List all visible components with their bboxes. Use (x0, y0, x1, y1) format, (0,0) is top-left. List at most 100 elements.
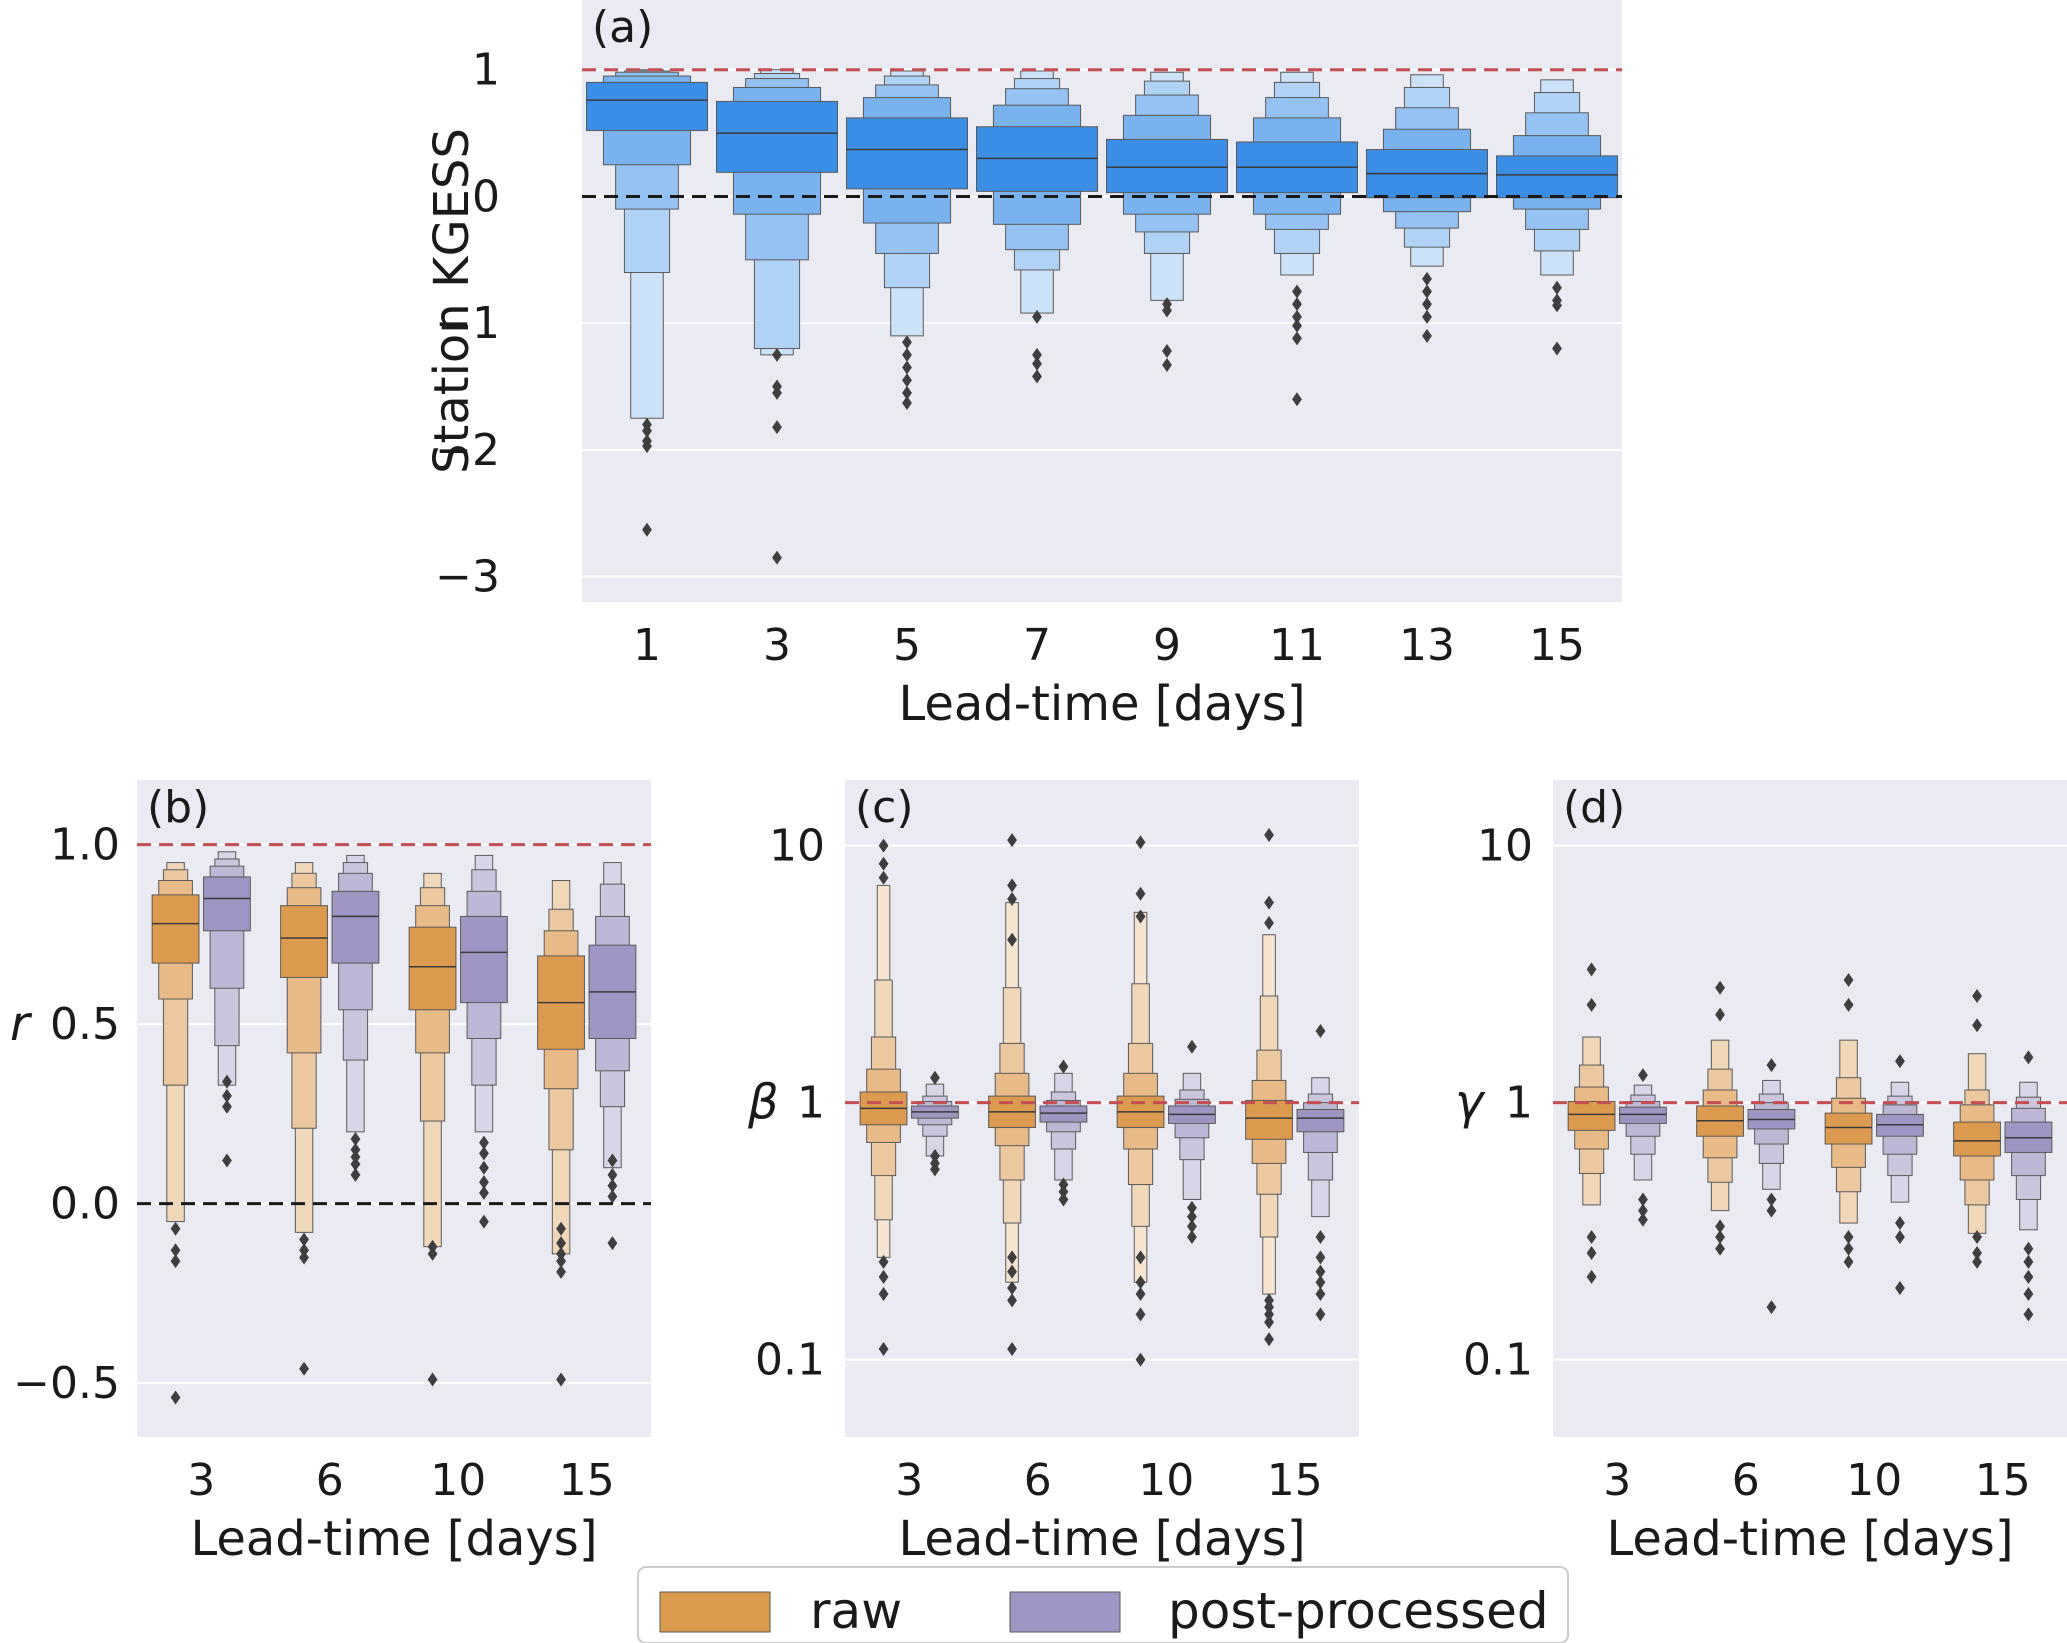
x-axis-label: Lead-time [days] (898, 1511, 1305, 1567)
outlier-point (1007, 878, 1017, 893)
outlier-point (1292, 284, 1302, 299)
outlier-point (479, 1175, 489, 1190)
x-tick-label: 1 (633, 620, 661, 671)
outlier-point (1264, 827, 1274, 842)
outlier-point (1586, 1245, 1597, 1260)
outlier-point (1715, 980, 1725, 995)
outlier-point (222, 1088, 232, 1103)
outlier-point (479, 1185, 489, 1200)
outlier-point (2023, 1269, 2034, 1284)
x-tick-label: 10 (1138, 1455, 1194, 1506)
outlier-point (1552, 341, 1562, 356)
outlier-point (1292, 297, 1302, 312)
boxen-box (716, 100, 838, 173)
outlier-point (1766, 1058, 1777, 1073)
outlier-point (1843, 1230, 1854, 1245)
outlier-point (1895, 1230, 1905, 1245)
x-tick-label: 3 (895, 1455, 923, 1506)
outlier-point (1007, 1280, 1017, 1295)
outlier-point (607, 1167, 618, 1182)
x-tick-label: 10 (430, 1455, 486, 1506)
y-tick-label: 1 (1505, 1078, 1533, 1129)
outlier-point (1135, 909, 1146, 924)
outlier-point (1135, 1250, 1146, 1265)
outlier-point (1586, 1269, 1597, 1284)
outlier-point (222, 1153, 232, 1168)
outlier-point (1972, 1230, 1982, 1245)
x-tick-label: 3 (763, 620, 791, 671)
outlier-point (556, 1264, 566, 1279)
x-tick-label: 13 (1399, 620, 1455, 671)
outlier-point (772, 347, 782, 362)
y-tick-label: 0.5 (50, 999, 120, 1050)
outlier-point (299, 1232, 309, 1247)
outlier-point (222, 1099, 232, 1114)
boxen-box (1106, 138, 1228, 194)
outlier-point (1007, 891, 1017, 906)
outlier-point (1135, 1287, 1146, 1302)
outlier-point (1007, 1293, 1017, 1308)
outlier-point (878, 870, 889, 885)
outlier-point (930, 1156, 940, 1171)
outlier-point (1032, 356, 1042, 371)
outlier-point (878, 1287, 889, 1302)
boxen-box (331, 890, 380, 964)
outlier-point (1552, 298, 1562, 313)
outlier-point (1315, 1264, 1326, 1279)
outlier-point (2023, 1254, 2034, 1269)
outlier-point (1315, 1230, 1326, 1245)
outlier-point (607, 1153, 618, 1168)
outlier-point (642, 522, 652, 537)
y-tick-label: −3 (435, 552, 500, 603)
outlier-point (1007, 1341, 1017, 1356)
outlier-point (878, 856, 889, 871)
outlier-point (1895, 1216, 1905, 1231)
outlier-point (1586, 1230, 1597, 1245)
outlier-point (170, 1221, 181, 1236)
outlier-point (1843, 1241, 1854, 1256)
outlier-point (1264, 1332, 1274, 1347)
outlier-point (1135, 1352, 1146, 1367)
outlier-point (607, 1189, 618, 1204)
x-tick-label: 11 (1269, 620, 1325, 671)
outlier-point (479, 1146, 489, 1161)
outlier-point (2023, 1307, 2034, 1322)
outlier-point (427, 1239, 438, 1254)
outlier-point (556, 1236, 566, 1251)
outlier-point (350, 1132, 361, 1147)
outlier-point (350, 1149, 361, 1164)
outlier-point (1007, 1250, 1017, 1265)
panel-label: (a) (592, 2, 653, 53)
legend-swatch (659, 1591, 771, 1633)
outlier-point (1972, 1018, 1982, 1033)
outlier-point (1135, 835, 1146, 850)
y-axis-label: Station KGESS (424, 128, 480, 474)
outlier-point (1638, 1192, 1648, 1207)
outlier-point (1972, 988, 1982, 1003)
y-tick-label: 0 (472, 171, 500, 222)
outlier-point (1058, 1059, 1069, 1074)
boxen-box (203, 876, 251, 932)
boxen-box (1619, 1106, 1667, 1124)
x-tick-label: 5 (893, 620, 921, 671)
panel-c-bias-ratio: 10 1 0.1 3 6 10 15 (c) Lead-time [days] β (747, 780, 1359, 1567)
outlier-point (1315, 1307, 1326, 1322)
x-axis-label: Lead-time [days] (1606, 1511, 2013, 1567)
x-axis-label: Lead-time [days] (898, 676, 1305, 732)
outlier-point (1187, 1039, 1197, 1054)
outlier-point (1058, 1177, 1069, 1192)
outlier-point (1843, 997, 1854, 1012)
x-axis-label: Lead-time [days] (190, 1511, 597, 1567)
outlier-point (772, 385, 782, 400)
outlier-point (607, 1178, 618, 1193)
outlier-point (299, 1250, 309, 1265)
outlier-point (902, 335, 912, 350)
x-tick-label: 7 (1023, 620, 1051, 671)
outlier-point (1895, 1280, 1905, 1295)
outlier-point (1264, 1315, 1274, 1330)
outlier-point (1586, 962, 1597, 977)
outlier-point (1638, 1203, 1648, 1218)
outlier-point (479, 1135, 489, 1150)
outlier-point (1972, 1245, 1982, 1260)
boxen-box (586, 81, 708, 132)
